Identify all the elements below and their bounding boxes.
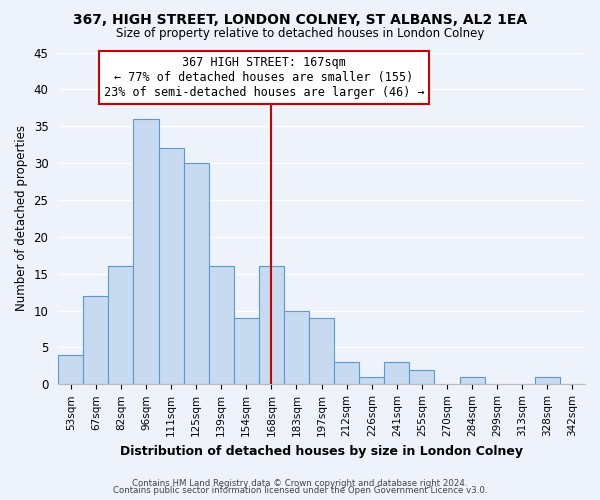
Bar (309, 318, 334, 384)
Text: Size of property relative to detached houses in London Colney: Size of property relative to detached ho… (116, 28, 484, 40)
Bar (158, 148, 184, 384)
Bar (109, 266, 133, 384)
Bar (234, 318, 259, 384)
Text: Contains HM Land Registry data © Crown copyright and database right 2024.: Contains HM Land Registry data © Crown c… (132, 478, 468, 488)
Bar (359, 377, 384, 384)
Text: Contains public sector information licensed under the Open Government Licence v3: Contains public sector information licen… (113, 486, 487, 495)
Bar (83, 296, 109, 384)
Text: 367 HIGH STREET: 167sqm
← 77% of detached houses are smaller (155)
23% of semi-d: 367 HIGH STREET: 167sqm ← 77% of detache… (104, 56, 424, 99)
X-axis label: Distribution of detached houses by size in London Colney: Distribution of detached houses by size … (120, 444, 523, 458)
Text: 367, HIGH STREET, LONDON COLNEY, ST ALBANS, AL2 1EA: 367, HIGH STREET, LONDON COLNEY, ST ALBA… (73, 12, 527, 26)
Bar (184, 163, 209, 384)
Bar (284, 310, 309, 384)
Bar (259, 266, 284, 384)
Bar (209, 266, 234, 384)
Bar (58, 355, 83, 384)
Bar (409, 370, 434, 384)
Bar (535, 377, 560, 384)
Bar (334, 362, 359, 384)
Y-axis label: Number of detached properties: Number of detached properties (15, 126, 28, 312)
Bar (133, 119, 158, 384)
Bar (460, 377, 485, 384)
Bar (384, 362, 409, 384)
